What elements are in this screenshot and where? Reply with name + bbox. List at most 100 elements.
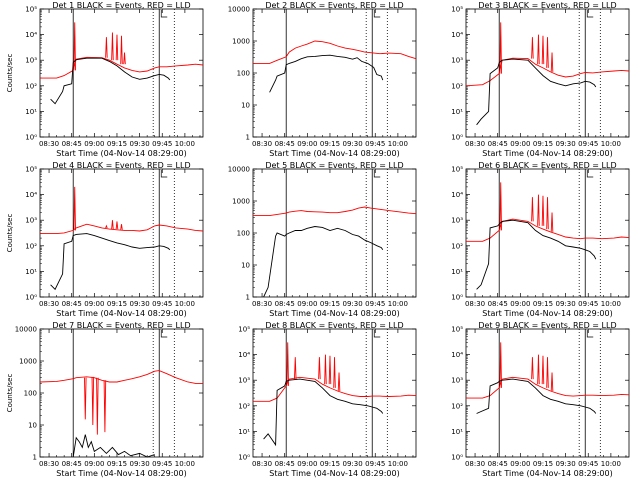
y-tick-label: 10³	[451, 57, 463, 65]
x-tick-label: 09:30	[343, 300, 363, 308]
lld-spike	[546, 357, 549, 388]
x-tick-label: 08:45	[275, 460, 295, 468]
lld-series-line	[253, 206, 417, 217]
lld-spike	[318, 357, 321, 380]
x-tick-label: 09:15	[107, 300, 127, 308]
x-tick-label: 09:45	[578, 460, 598, 468]
bracket-mark	[586, 170, 594, 178]
panel-title: Det 3 BLACK = Events, RED = LLD	[478, 1, 616, 10]
x-tick-label: 09:45	[152, 140, 172, 148]
lld-spike	[550, 372, 554, 391]
plot-frame	[465, 328, 630, 458]
y-tick-label: 10⁴	[25, 191, 37, 199]
x-tick-label: 08:45	[62, 460, 82, 468]
x-tick-label: 09:00	[297, 300, 317, 308]
lld-series-line	[253, 40, 417, 64]
lld-spike	[103, 380, 107, 433]
panel-title: Det 2 BLACK = Events, RED = LLD	[265, 1, 403, 10]
x-tick-label: 09:30	[556, 140, 576, 148]
panel-det-4: 08:30 08:45 09:00 09:15 09:30 09:45 10:00 10⁰ 10…	[6, 161, 204, 318]
y-tick-label: 10⁴	[451, 191, 463, 199]
y-tick-label: 100	[237, 230, 250, 238]
x-tick-label: 08:45	[62, 140, 82, 148]
panel-title: Det 8 BLACK = Events, RED = LLD	[265, 321, 403, 330]
panel-det-3: 08:30 08:45 09:00 09:15 09:30 09:45 10:00 10⁰ 10…	[451, 1, 630, 158]
x-axis-label: Start Time (04-Nov-14 08:29:00)	[269, 149, 399, 158]
x-tick-label: 09:15	[320, 140, 340, 148]
x-tick-label: 10:00	[175, 300, 195, 308]
bracket-mark	[586, 10, 594, 18]
lld-series-line	[466, 376, 630, 399]
x-tick-label: 09:15	[320, 460, 340, 468]
x-tick-label: 09:00	[510, 460, 530, 468]
x-tick-label: 09:15	[320, 300, 340, 308]
x-tick-label: 09:45	[152, 300, 172, 308]
x-tick-label: 09:30	[130, 140, 150, 148]
plot-frame	[39, 8, 204, 138]
lld-spike	[531, 37, 534, 59]
x-tick-label: 10:00	[601, 300, 621, 308]
y-tick-label: 10¹	[25, 268, 37, 276]
lld-spike	[499, 182, 502, 231]
y-tick-label: 10⁵	[238, 326, 250, 334]
x-tick-label: 09:00	[510, 140, 530, 148]
lld-spike	[328, 355, 332, 385]
events-series-line	[269, 54, 384, 93]
y-tick-label: 10³	[25, 217, 37, 225]
x-tick-label: 09:45	[152, 460, 172, 468]
y-tick-label: 10³	[451, 217, 463, 225]
panel-det-7: 08:30 08:45 09:00 09:15 09:30 09:45 10:00 1 10 10…	[6, 321, 204, 478]
y-tick-label: 10⁵	[25, 166, 37, 174]
plot-frame	[39, 168, 204, 298]
x-tick-label: 08:45	[488, 140, 508, 148]
lld-spike	[115, 221, 119, 230]
x-tick-label: 10:00	[175, 460, 195, 468]
lld-spike	[333, 357, 336, 388]
x-tick-label: 10:00	[388, 140, 408, 148]
x-tick-label: 08:45	[275, 140, 295, 148]
y-tick-label: 10⁵	[451, 166, 463, 174]
x-tick-label: 09:30	[556, 300, 576, 308]
y-axis-label: Counts/sec	[6, 214, 14, 253]
y-tick-label: 1000	[232, 198, 250, 206]
lld-spike	[123, 52, 126, 65]
y-tick-label: 10¹	[451, 108, 463, 116]
x-tick-label: 09:15	[107, 140, 127, 148]
y-tick-label: 10¹	[25, 108, 37, 116]
lld-spike	[73, 22, 76, 71]
y-tick-label: 10¹	[451, 268, 463, 276]
lld-spike	[541, 35, 545, 65]
panel-title: Det 1 BLACK = Events, RED = LLD	[52, 1, 190, 10]
plot-frame	[252, 328, 417, 458]
lld-spike	[105, 224, 108, 229]
lld-spike	[111, 220, 114, 230]
panel-title: Det 4 BLACK = Events, RED = LLD	[52, 161, 190, 170]
y-tick-label: 10⁰	[25, 134, 37, 142]
y-tick-label: 10	[28, 422, 37, 430]
lld-spike	[337, 372, 341, 391]
x-tick-label: 09:15	[533, 140, 553, 148]
y-tick-label: 10⁰	[451, 294, 463, 302]
lld-spike	[531, 197, 534, 222]
y-tick-label: 10²	[451, 82, 463, 90]
x-tick-label: 09:45	[578, 140, 598, 148]
y-tick-label: 10000	[15, 326, 37, 334]
bracket-mark	[160, 10, 168, 18]
y-tick-label: 10⁵	[451, 6, 463, 14]
panel-title: Det 7 BLACK = Events, RED = LLD	[52, 321, 190, 330]
y-tick-label: 10	[241, 102, 250, 110]
bracket-mark	[160, 170, 168, 178]
lld-spike	[115, 34, 119, 61]
plot-frame	[465, 8, 630, 138]
bracket-mark	[373, 10, 381, 18]
x-tick-label: 08:30	[252, 300, 272, 308]
y-tick-label: 1	[33, 454, 37, 462]
x-tick-label: 08:45	[488, 300, 508, 308]
x-axis-label: Start Time (04-Nov-14 08:29:00)	[482, 469, 612, 478]
y-tick-label: 10⁰	[451, 134, 463, 142]
y-tick-label: 10⁴	[451, 31, 463, 39]
y-tick-label: 10	[241, 262, 250, 270]
lld-spike	[96, 377, 99, 435]
lld-spike	[111, 32, 114, 61]
y-tick-label: 10³	[25, 57, 37, 65]
